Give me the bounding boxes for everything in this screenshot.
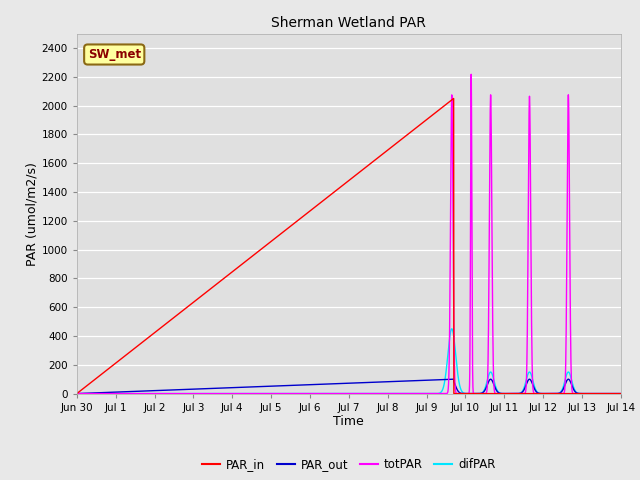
PAR_in xyxy=(281,228,289,234)
Text: SW_met: SW_met xyxy=(88,48,141,61)
Line: difPAR: difPAR xyxy=(77,329,621,394)
PAR_in xyxy=(617,391,625,396)
totPAR xyxy=(520,391,528,396)
PAR_out xyxy=(427,377,435,383)
difPAR xyxy=(479,389,486,395)
PAR_out xyxy=(617,391,625,396)
PAR_in xyxy=(450,96,458,101)
difPAR xyxy=(448,326,456,332)
difPAR xyxy=(427,391,435,396)
PAR_out xyxy=(281,383,289,388)
Y-axis label: PAR (umol/m2/s): PAR (umol/m2/s) xyxy=(26,162,39,265)
PAR_in xyxy=(479,391,486,396)
PAR_in xyxy=(172,313,179,319)
Title: Sherman Wetland PAR: Sherman Wetland PAR xyxy=(271,16,426,30)
totPAR xyxy=(399,391,407,396)
Line: PAR_out: PAR_out xyxy=(77,379,621,394)
totPAR xyxy=(73,391,81,396)
Line: totPAR: totPAR xyxy=(77,74,621,394)
totPAR xyxy=(479,391,486,396)
totPAR xyxy=(172,391,179,396)
PAR_out xyxy=(73,391,81,396)
PAR_out xyxy=(399,378,407,384)
PAR_in xyxy=(73,391,81,396)
PAR_out xyxy=(564,376,572,382)
PAR_out xyxy=(172,387,179,393)
totPAR xyxy=(467,72,475,77)
difPAR xyxy=(520,384,528,390)
PAR_out xyxy=(520,387,528,393)
totPAR xyxy=(281,391,289,396)
PAR_in xyxy=(520,391,528,396)
PAR_out xyxy=(479,390,486,396)
difPAR xyxy=(172,391,179,396)
difPAR xyxy=(399,391,407,396)
PAR_in xyxy=(427,114,435,120)
difPAR xyxy=(617,391,625,396)
Legend: PAR_in, PAR_out, totPAR, difPAR: PAR_in, PAR_out, totPAR, difPAR xyxy=(198,454,500,476)
X-axis label: Time: Time xyxy=(333,415,364,429)
Line: PAR_in: PAR_in xyxy=(77,98,621,394)
PAR_in xyxy=(399,135,407,141)
totPAR xyxy=(617,391,625,396)
totPAR xyxy=(427,391,435,396)
difPAR xyxy=(281,391,289,396)
difPAR xyxy=(73,391,81,396)
